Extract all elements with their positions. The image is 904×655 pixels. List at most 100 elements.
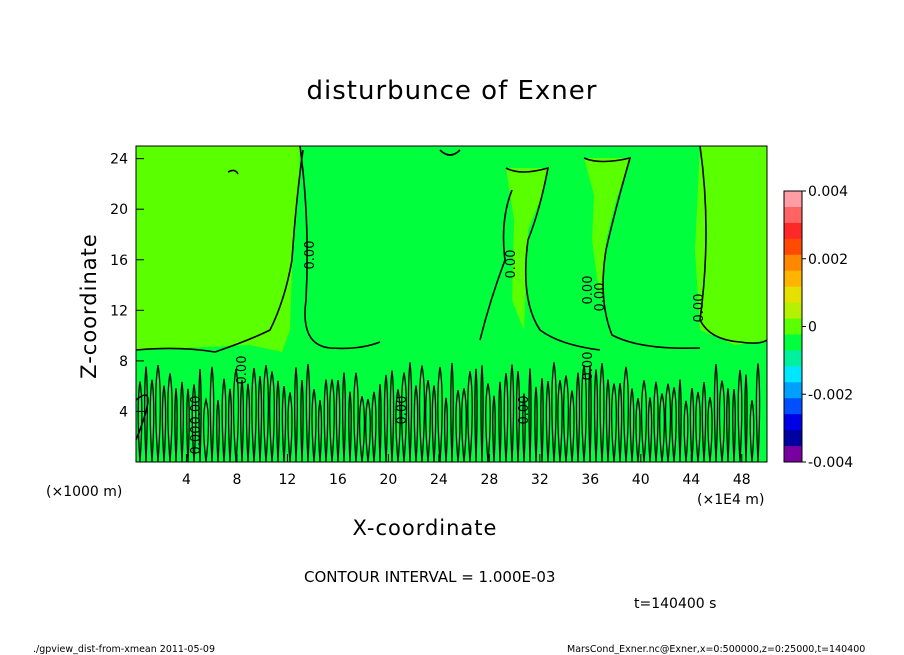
colorbar-segment [784, 270, 802, 288]
colorbar-tick-label: 0.004 [808, 184, 848, 200]
contour-line [479, 189, 513, 341]
y-tick-label: 8 [119, 354, 128, 370]
contour-line [439, 149, 461, 156]
x-tick-label: 16 [329, 472, 347, 488]
contour-line [540, 378, 544, 463]
contour-line [161, 385, 167, 463]
x-tick-label: 32 [531, 472, 549, 488]
contour-line [281, 386, 287, 463]
x-tick-label: 28 [480, 472, 498, 488]
contour-line [629, 388, 635, 463]
contour-line [287, 392, 293, 463]
contour-line [275, 380, 281, 463]
colorbar-segment [784, 366, 802, 383]
contour-line [515, 371, 521, 463]
colorbar-segment [784, 302, 802, 320]
y-tick-label: 16 [110, 253, 128, 269]
x-tick-label: 44 [682, 472, 700, 488]
contour-line [305, 363, 311, 463]
contour-line [647, 397, 653, 463]
contour-line [474, 368, 478, 463]
contour-line [311, 389, 317, 463]
contour-line [569, 390, 575, 463]
contour-label: 0.00 [692, 294, 707, 323]
contour-line [509, 364, 515, 463]
contour-line [174, 388, 178, 463]
x-tick-label: 40 [632, 472, 650, 488]
contour-line [227, 169, 239, 175]
contour-line [186, 388, 190, 463]
contour-line [505, 166, 601, 351]
contour-line [498, 381, 502, 463]
contour-line [623, 366, 629, 463]
contour-label: 0.00 [504, 250, 519, 279]
contour-line [664, 383, 672, 463]
contour-line [240, 379, 244, 463]
field-region [584, 158, 630, 300]
contour-line [221, 378, 227, 463]
contour-line [299, 145, 381, 350]
x-axis-label: X-coordinate [352, 516, 498, 540]
contour-line [378, 384, 382, 463]
colorbar-segment [784, 430, 802, 447]
contour-line [437, 366, 443, 463]
contour-line [227, 388, 233, 463]
x-tick-label: 8 [232, 472, 241, 488]
y-tick-label: 20 [110, 202, 128, 218]
x-tick-label: 4 [182, 472, 191, 488]
contour-line [689, 388, 695, 463]
contour-label: 0.00 [593, 283, 608, 312]
colorbar-segment [784, 191, 802, 208]
contour-line [551, 362, 557, 463]
contour-line [635, 398, 641, 463]
contour-label: 0.00 [303, 241, 318, 270]
contour-line [317, 400, 323, 463]
colorbar-segment [784, 286, 802, 304]
contour-label: 0.00 [517, 396, 532, 425]
colorbar-segment [784, 398, 802, 415]
contour-line [269, 371, 275, 463]
contour-line [455, 390, 461, 463]
contour-line [383, 374, 389, 463]
contour-line [461, 388, 467, 463]
contour-line [593, 369, 599, 463]
contour-line [450, 362, 454, 463]
contour-line [749, 400, 755, 463]
contour-label: 0.00 [189, 396, 204, 425]
contour-line [611, 383, 617, 463]
contour-line [671, 387, 677, 463]
plot-frame [135, 145, 768, 463]
contour-line [485, 383, 491, 463]
contour-line [418, 365, 426, 463]
contour-line [659, 393, 665, 463]
colorbar-segment [784, 318, 802, 335]
contour-line [209, 366, 215, 463]
contour-line [341, 372, 347, 463]
colorbar-segment [784, 414, 802, 431]
footer-right-note: MarsCond_Exner.nc@Exner,x=0:500000,z=0:2… [567, 644, 866, 655]
contour-line [534, 386, 538, 463]
contour-label: 0.00 [189, 426, 204, 455]
y-tick-label: 12 [110, 303, 128, 319]
colorbar: 0.004 0.002 0 -0.002 -0.004 [783, 184, 853, 471]
contour-line [701, 381, 707, 463]
contour-line [143, 366, 149, 463]
contour-line [198, 368, 202, 463]
contour-line [522, 393, 526, 463]
contour-label: 0.00 [395, 396, 410, 425]
contour-line [713, 364, 719, 463]
contour-line [707, 397, 713, 463]
contour-line [257, 375, 263, 463]
contour-line [562, 375, 570, 463]
contour-line [492, 395, 496, 463]
contour-line [467, 371, 473, 463]
contour-line [371, 391, 377, 463]
time-stamp: t=140400 s [634, 596, 717, 612]
contour-line [294, 367, 298, 463]
contour-line [365, 398, 371, 463]
contour-line [678, 379, 682, 463]
contour-line [718, 380, 726, 463]
contour-label: 0.00 [581, 352, 596, 381]
contour-line [323, 379, 329, 463]
